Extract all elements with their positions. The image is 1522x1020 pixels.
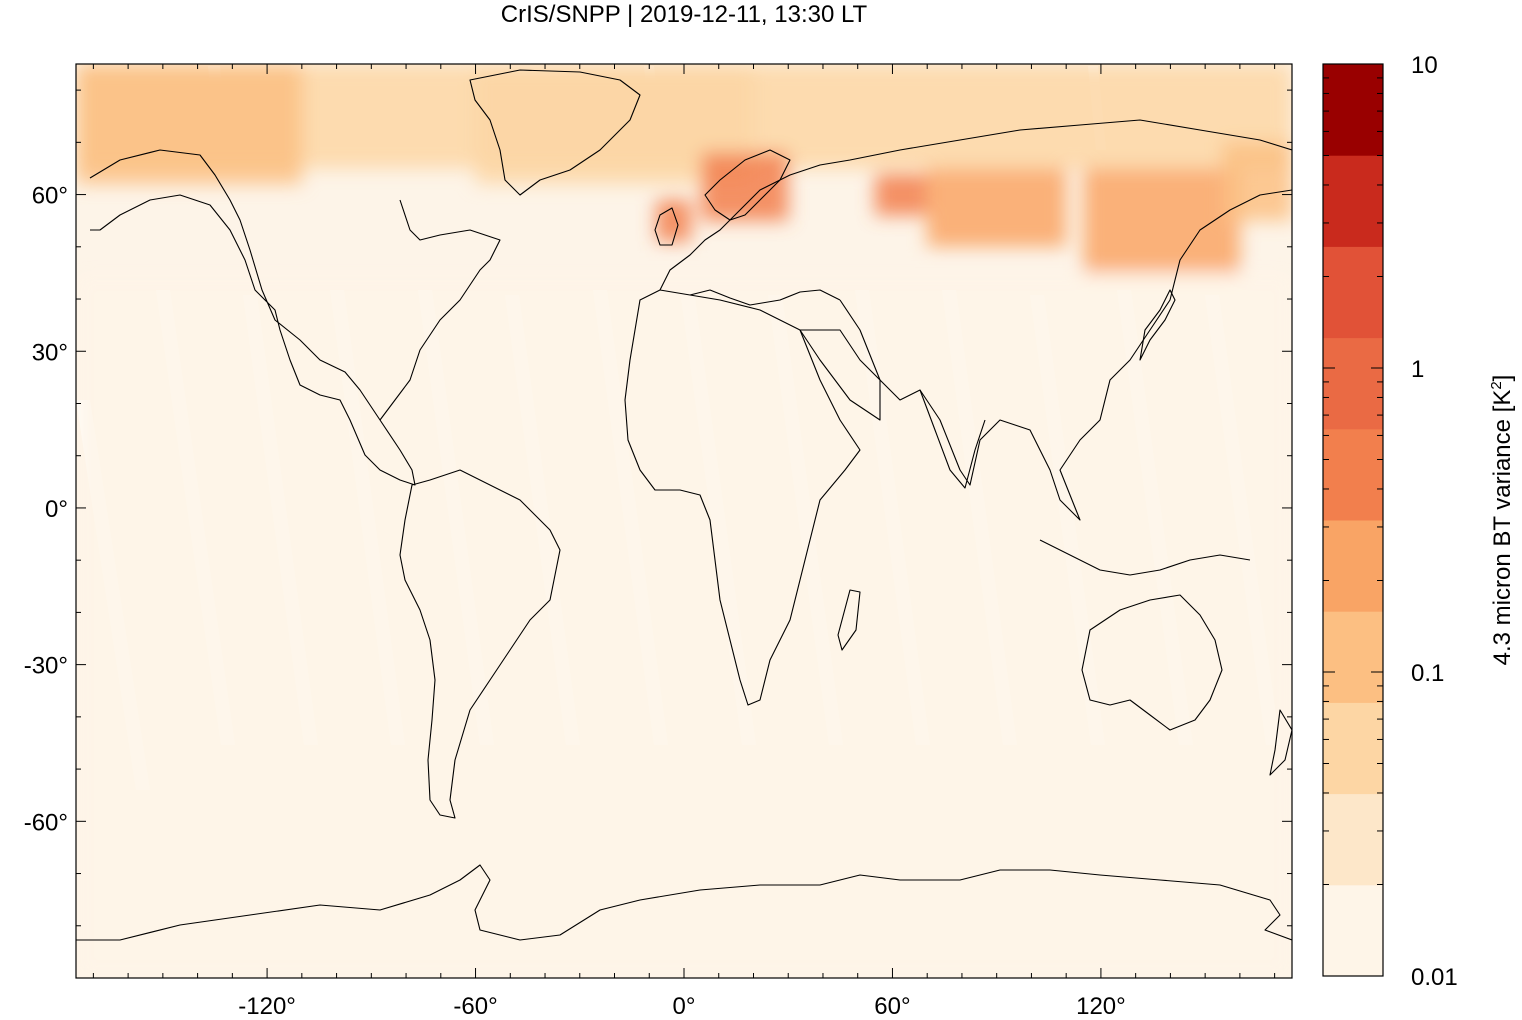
x-tick-label: -60° bbox=[453, 993, 497, 1020]
x-tick-label: 120° bbox=[1076, 993, 1126, 1020]
colorbar-ticks: 10 1 0.1 0.01 bbox=[1323, 52, 1458, 991]
colorbar-frame bbox=[1322, 63, 1384, 977]
colorbar-label: 4.3 micron BT variance [K2] bbox=[1488, 375, 1516, 666]
variance-region-west-siberia bbox=[875, 173, 928, 216]
colorbar-tick-label: 1 bbox=[1411, 356, 1424, 383]
variance-region-east-asia-north bbox=[1083, 168, 1240, 273]
colorbar bbox=[1323, 64, 1383, 977]
plot-title: CrIS/SNPP | 2019-12-11, 13:30 LT bbox=[501, 1, 868, 28]
x-tick-label: 60° bbox=[874, 993, 910, 1020]
x-tick-label: 0° bbox=[673, 993, 696, 1020]
colorbar-tick-label: 0.01 bbox=[1411, 964, 1458, 991]
colorbar-label-superscript: 2 bbox=[1488, 381, 1505, 389]
map-axes: -120° -60° 0° 60° 120° 60° 30° 0° -30° -60° bbox=[24, 64, 1292, 1020]
y-tick-label: -60° bbox=[24, 809, 68, 836]
coastline-africa bbox=[624, 289, 861, 706]
coastlines bbox=[76, 69, 1292, 941]
variance-region-tropics-midlatitudes bbox=[76, 272, 1292, 978]
colorbar-swatch bbox=[1323, 428, 1383, 521]
coastline-antarctica bbox=[76, 864, 1292, 941]
coastline-arabia bbox=[799, 329, 881, 421]
y-tick-label: 60° bbox=[32, 183, 68, 210]
coastline-scandinavia bbox=[704, 149, 791, 221]
colorbar-swatch bbox=[1323, 884, 1383, 977]
y-tick-label: 30° bbox=[32, 339, 68, 366]
coastline-madagascar bbox=[837, 589, 861, 651]
variance-region-british-isles bbox=[656, 199, 691, 242]
colorbar-swatch bbox=[1323, 246, 1383, 339]
colorbar-swatch bbox=[1323, 520, 1383, 612]
colorbar-swatch bbox=[1323, 337, 1383, 430]
coastline-india bbox=[919, 389, 986, 489]
map-plot-area bbox=[76, 64, 1292, 978]
y-tick-label: 0° bbox=[45, 496, 68, 523]
colorbar-swatch bbox=[1323, 793, 1383, 886]
coastline-indonesia bbox=[1039, 539, 1251, 576]
variance-region-scandinavia bbox=[701, 152, 789, 221]
coastline-japan bbox=[1139, 289, 1176, 361]
coastline-new-zealand bbox=[1269, 709, 1292, 776]
coastline-mediterranean bbox=[689, 289, 841, 306]
colorbar-tick-label: 0.1 bbox=[1411, 660, 1444, 687]
colorbar-swatch bbox=[1323, 702, 1383, 795]
colorbar-label-close: ] bbox=[1489, 375, 1516, 382]
colorbar-tick-label: 10 bbox=[1411, 52, 1438, 79]
x-tick-label: -120° bbox=[238, 993, 296, 1020]
variance-field bbox=[76, 64, 1292, 978]
coastline-south-america bbox=[399, 469, 561, 819]
coastline-australia bbox=[1081, 594, 1223, 731]
y-tick-label: -30° bbox=[24, 653, 68, 680]
colorbar-swatch bbox=[1323, 64, 1383, 156]
coastline-british-isles bbox=[654, 207, 679, 246]
coastline-greenland bbox=[469, 69, 641, 196]
coastline-north-america-east bbox=[379, 199, 501, 421]
colorbar-swatch bbox=[1323, 611, 1383, 703]
coastline-asia-south bbox=[839, 189, 1292, 521]
variance-region-central-siberia bbox=[927, 168, 1067, 247]
colorbar-swatch bbox=[1323, 155, 1383, 247]
coastline-europe bbox=[659, 119, 1292, 291]
coastline-north-america bbox=[89, 149, 416, 486]
